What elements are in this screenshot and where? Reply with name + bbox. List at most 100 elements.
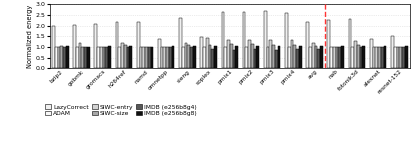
Bar — [253, 49, 256, 68]
Bar — [306, 22, 308, 68]
Bar — [158, 39, 160, 68]
Bar — [271, 45, 274, 68]
Bar — [100, 47, 102, 68]
Bar — [335, 47, 338, 68]
Bar — [139, 47, 142, 68]
Bar — [190, 47, 192, 68]
Bar — [179, 18, 181, 68]
Bar — [369, 39, 372, 68]
Bar — [311, 43, 314, 68]
Bar — [126, 47, 129, 68]
Bar — [308, 47, 311, 68]
Bar — [404, 46, 406, 68]
Bar — [60, 46, 63, 68]
Bar — [123, 45, 126, 68]
Bar — [184, 43, 187, 68]
Bar — [295, 49, 298, 68]
Bar — [226, 40, 229, 68]
Bar — [108, 46, 111, 68]
Bar — [229, 44, 232, 68]
Bar — [314, 46, 316, 68]
Bar — [118, 47, 121, 68]
Bar — [78, 43, 81, 68]
Bar — [338, 47, 340, 68]
Bar — [361, 46, 364, 68]
Bar — [63, 47, 66, 68]
Bar — [200, 37, 203, 68]
Bar — [256, 46, 259, 68]
Bar — [150, 47, 153, 68]
Bar — [327, 20, 330, 68]
Bar — [81, 47, 84, 68]
Bar — [266, 47, 269, 68]
Bar — [398, 47, 401, 68]
Bar — [163, 47, 166, 68]
Bar — [245, 47, 248, 68]
Legend: LazyCorrect, ADAM, SIWC-entry, SIWC-size, IMDB (e256b8g4), IMDB (e256b8g8): LazyCorrect, ADAM, SIWC-entry, SIWC-size… — [45, 104, 196, 116]
Bar — [192, 46, 195, 68]
Bar — [330, 47, 332, 68]
Bar — [274, 50, 277, 68]
Bar — [235, 46, 237, 68]
Bar — [129, 46, 132, 68]
Bar — [401, 47, 404, 68]
Bar — [84, 47, 87, 68]
Bar — [121, 43, 123, 68]
Bar — [375, 47, 377, 68]
Bar — [248, 40, 250, 68]
Bar — [250, 44, 253, 68]
Bar — [263, 11, 266, 68]
Bar — [285, 13, 287, 68]
Bar — [287, 47, 290, 68]
Bar — [319, 46, 322, 68]
Bar — [160, 47, 163, 68]
Bar — [221, 12, 224, 68]
Y-axis label: Normalized energy: Normalized energy — [27, 5, 33, 68]
Bar — [377, 47, 380, 68]
Bar — [396, 47, 398, 68]
Bar — [359, 47, 361, 68]
Bar — [332, 47, 335, 68]
Bar — [205, 38, 208, 68]
Bar — [169, 47, 171, 68]
Bar — [145, 47, 147, 68]
Bar — [353, 41, 356, 68]
Bar — [383, 46, 385, 68]
Bar — [171, 46, 174, 68]
Bar — [393, 47, 396, 68]
Bar — [269, 40, 271, 68]
Bar — [380, 47, 383, 68]
Bar — [208, 45, 211, 68]
Bar — [224, 47, 226, 68]
Bar — [242, 12, 245, 68]
Bar — [55, 47, 57, 68]
Bar — [316, 49, 319, 68]
Bar — [203, 47, 205, 68]
Bar — [181, 47, 184, 68]
Bar — [76, 47, 78, 68]
Bar — [57, 47, 60, 68]
Bar — [293, 45, 295, 68]
Bar — [147, 47, 150, 68]
Bar — [52, 26, 55, 68]
Bar — [73, 25, 76, 68]
Bar — [232, 50, 235, 68]
Bar — [102, 47, 105, 68]
Bar — [214, 46, 216, 68]
Bar — [356, 45, 359, 68]
Bar — [372, 47, 375, 68]
Bar — [390, 36, 393, 68]
Bar — [211, 49, 214, 68]
Bar — [351, 47, 353, 68]
Bar — [166, 47, 169, 68]
Bar — [277, 46, 280, 68]
Bar — [290, 40, 293, 68]
Bar — [94, 24, 97, 68]
Bar — [298, 46, 301, 68]
Bar — [97, 47, 100, 68]
Bar — [142, 47, 145, 68]
Bar — [340, 46, 343, 68]
Bar — [187, 45, 190, 68]
Bar — [136, 21, 139, 68]
Bar — [87, 47, 90, 68]
